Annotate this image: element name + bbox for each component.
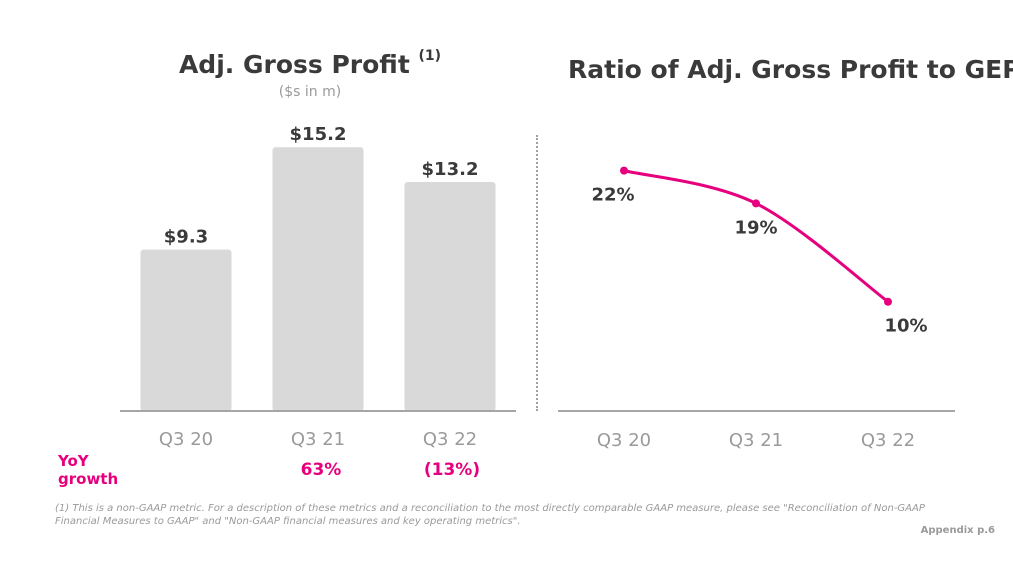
bar-data-label-2: $13.2: [422, 159, 479, 180]
line-point-1: [752, 199, 760, 208]
bar-chart-title-text: Adj. Gross Profit: [178, 50, 410, 79]
bar-chart-title: Adj. Gross Profit (1): [0, 47, 620, 79]
bar-data-label-0: $9.3: [164, 227, 208, 248]
bar-x-tick-1: Q3 21: [291, 429, 345, 450]
line-point-2: [884, 297, 892, 306]
bar-0: [140, 249, 232, 411]
line-data-label-0: 22%: [591, 185, 634, 206]
page-reference: Appendix p.6: [920, 525, 995, 536]
line-chart-title: Ratio of Adj. Gross Profit to GEP: [568, 55, 1013, 84]
bar-chart-subtitle: ($s in m): [278, 84, 342, 100]
yoy-label-line1: YoY: [58, 452, 89, 470]
bar-x-tick-2: Q3 22: [423, 429, 477, 450]
line-x-tick-0: Q3 20: [597, 430, 651, 451]
yoy-value-q3-21: 63%: [300, 460, 342, 480]
line-x-tick-1: Q3 21: [729, 430, 783, 451]
bar-x-tick-0: Q3 20: [159, 429, 213, 450]
yoy-label-line2: growth: [58, 470, 119, 488]
bar-data-label-1: $15.2: [290, 124, 347, 145]
footnote: (1) This is a non-GAAP metric. For a des…: [55, 503, 925, 527]
yoy-value-q3-22: (13%): [423, 460, 481, 480]
title-footnote-marker: (1): [418, 47, 442, 64]
bar-2: [404, 181, 496, 411]
yoy-growth-label: YoY growth: [58, 452, 118, 488]
line-data-label-2: 10%: [884, 316, 927, 337]
bar-1: [272, 147, 364, 411]
line-x-tick-2: Q3 22: [861, 430, 915, 451]
line-data-label-1: 19%: [734, 217, 777, 238]
line-point-0: [620, 166, 628, 175]
chart-divider: [536, 135, 538, 411]
